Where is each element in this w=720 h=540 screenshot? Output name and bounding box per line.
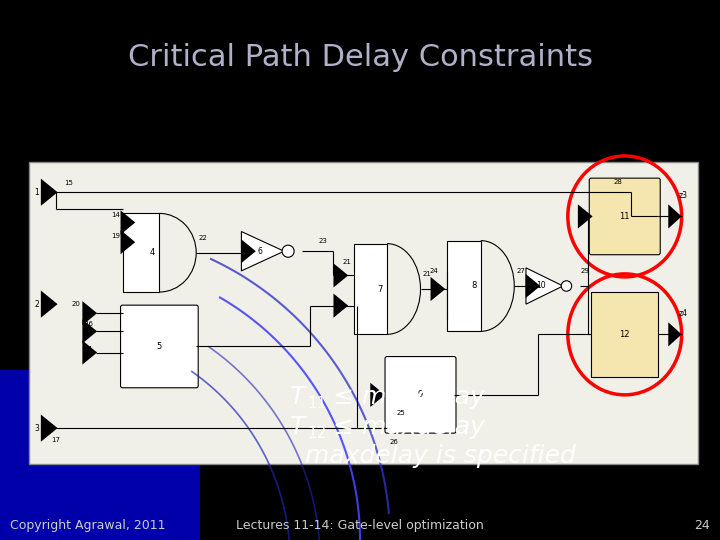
Text: Lectures 11-14: Gate-level optimization: Lectures 11-14: Gate-level optimization: [236, 519, 484, 532]
Text: 21: 21: [343, 259, 351, 265]
Polygon shape: [0, 370, 200, 540]
Text: z4: z4: [678, 309, 688, 318]
Polygon shape: [41, 179, 58, 206]
Polygon shape: [333, 294, 348, 318]
Text: ≤ maxdelay: ≤ maxdelay: [325, 415, 485, 438]
Text: T: T: [289, 415, 305, 438]
Text: 26: 26: [390, 438, 398, 445]
Text: 15: 15: [65, 180, 73, 186]
Text: 2: 2: [34, 300, 39, 309]
Text: 4: 4: [150, 248, 156, 257]
Text: 3: 3: [34, 423, 39, 433]
Text: 28: 28: [613, 179, 623, 185]
Text: 27: 27: [516, 268, 526, 274]
Bar: [591, 292, 658, 377]
Polygon shape: [526, 274, 541, 298]
Text: Copyright Agrawal, 2011: Copyright Agrawal, 2011: [10, 519, 166, 532]
Bar: [122, 213, 159, 292]
Text: 11: 11: [619, 212, 630, 221]
Text: 9: 9: [418, 390, 423, 400]
Text: 16: 16: [84, 321, 94, 327]
Text: 23: 23: [319, 238, 328, 244]
Circle shape: [561, 281, 572, 291]
Text: Critical Path Delay Constraints: Critical Path Delay Constraints: [127, 44, 593, 72]
Polygon shape: [333, 264, 348, 287]
Text: T: T: [289, 385, 305, 409]
Text: 21: 21: [423, 271, 432, 277]
Text: ≤ maxdelay: ≤ maxdelay: [325, 385, 485, 409]
Text: 19: 19: [112, 233, 120, 239]
Polygon shape: [120, 230, 135, 254]
Text: 10: 10: [536, 281, 546, 291]
Polygon shape: [578, 204, 593, 228]
Polygon shape: [370, 383, 385, 407]
Bar: [29, 162, 698, 464]
Polygon shape: [668, 322, 682, 347]
Circle shape: [282, 245, 294, 257]
FancyBboxPatch shape: [385, 356, 456, 433]
Text: 24: 24: [430, 268, 438, 274]
Text: 11: 11: [307, 396, 326, 411]
Text: 21: 21: [85, 347, 94, 353]
Polygon shape: [668, 204, 682, 228]
Text: 5: 5: [157, 342, 162, 351]
Text: 17: 17: [51, 437, 60, 443]
Text: 12: 12: [307, 426, 326, 441]
Polygon shape: [120, 211, 135, 234]
Text: z3: z3: [678, 191, 688, 200]
Polygon shape: [41, 415, 58, 442]
Text: 29: 29: [580, 268, 589, 274]
Text: maxdelay is specified: maxdelay is specified: [305, 444, 576, 468]
Text: 14: 14: [112, 212, 120, 218]
Polygon shape: [82, 340, 97, 364]
Text: 6: 6: [257, 247, 262, 256]
Text: 22: 22: [199, 234, 207, 241]
FancyBboxPatch shape: [589, 178, 660, 255]
Text: 24: 24: [694, 519, 710, 532]
Text: 7: 7: [378, 285, 383, 294]
Text: 8: 8: [472, 281, 477, 291]
Polygon shape: [241, 239, 256, 264]
FancyBboxPatch shape: [120, 305, 198, 388]
Polygon shape: [526, 268, 563, 304]
Bar: [354, 244, 387, 334]
Polygon shape: [82, 301, 97, 325]
Text: 25: 25: [396, 410, 405, 416]
Text: 12: 12: [619, 330, 630, 339]
Polygon shape: [241, 232, 284, 271]
Text: 20: 20: [71, 301, 80, 307]
Polygon shape: [41, 291, 58, 318]
Polygon shape: [82, 319, 97, 343]
Polygon shape: [431, 277, 445, 301]
Text: 1: 1: [34, 188, 39, 197]
Bar: [447, 241, 481, 332]
